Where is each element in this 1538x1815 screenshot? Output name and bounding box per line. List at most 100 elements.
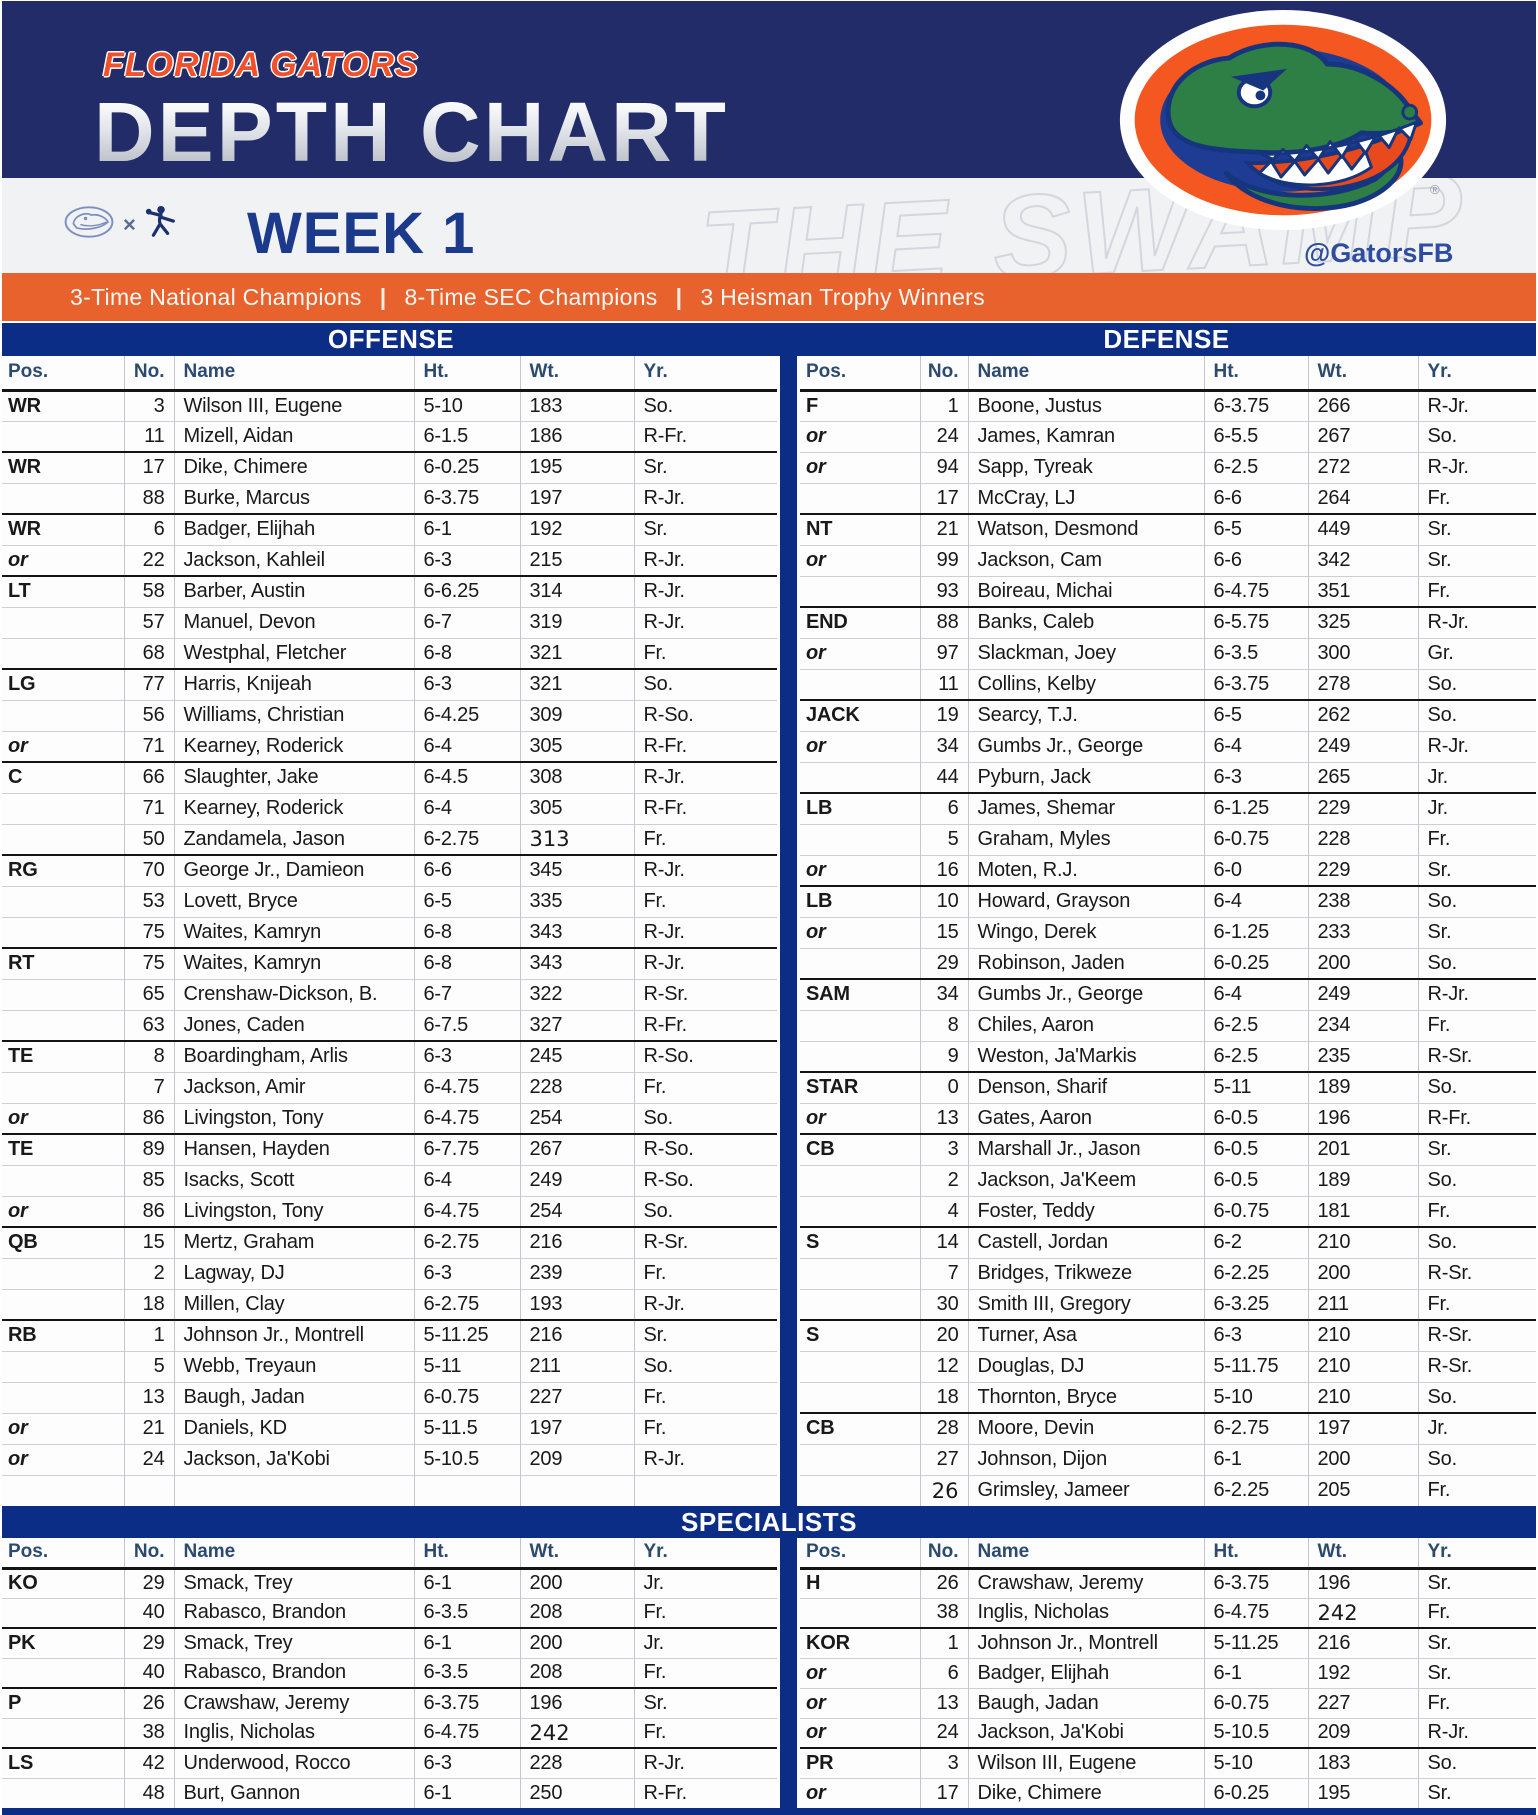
- wt-cell: 254: [519, 1195, 634, 1227]
- pos-cell: CB: [800, 1133, 920, 1165]
- wt-cell: 309: [519, 699, 634, 731]
- name-cell: Foster, Teddy: [967, 1195, 1204, 1227]
- no-cell: 58: [123, 575, 174, 607]
- name-cell: Kearney, Roderick: [173, 730, 414, 762]
- yr-cell: R-Jr.: [633, 1443, 777, 1475]
- yr-cell: R-Jr.: [633, 761, 777, 793]
- yr-cell: R-Fr.: [633, 792, 777, 824]
- player-row: KOR 1 Johnson Jr., Montrell 5-11.25 216 Sr.: [800, 1627, 1536, 1658]
- no-cell: 3: [919, 1133, 968, 1165]
- no-cell: 53: [123, 885, 174, 917]
- wt-cell: 321: [519, 668, 634, 700]
- accolade-2: 8-Time SEC Champions: [404, 283, 658, 310]
- social-handle: @GatorsFB: [1304, 238, 1454, 268]
- pos-cell: [2, 420, 124, 452]
- name-cell: Harris, Knijeah: [173, 668, 414, 700]
- pos-cell: [2, 1009, 124, 1041]
- yr-cell: Fr.: [633, 1071, 777, 1103]
- yr-cell: So.: [1417, 1071, 1536, 1103]
- yr-cell: R-Fr.: [633, 1777, 777, 1808]
- yr-cell: Fr.: [633, 1717, 777, 1748]
- wt-cell: 308: [519, 761, 634, 793]
- name-cell: Badger, Elijhah: [173, 513, 414, 545]
- no-cell: 17: [123, 451, 174, 483]
- no-cell: 38: [919, 1597, 968, 1628]
- player-row: 11 Mizell, Aidan 6-1.5 186 R-Fr.: [2, 420, 777, 452]
- ht-cell: 6-3.75: [413, 1687, 520, 1718]
- ht-cell: 6-3: [1203, 1319, 1308, 1351]
- pos-cell: [2, 885, 124, 917]
- wt-cell: 264: [1307, 482, 1418, 514]
- ht-cell: 6-4: [1203, 885, 1308, 917]
- player-row: or 15 Wingo, Derek 6-1.25 233 Sr.: [800, 916, 1536, 948]
- no-cell: 28: [919, 1412, 968, 1444]
- name-cell: Thornton, Bryce: [967, 1381, 1204, 1413]
- player-row: PR 3 Wilson III, Eugene 5-10 183 So.: [800, 1747, 1536, 1778]
- player-row: JACK 19 Searcy, T.J. 6-5 262 So.: [800, 699, 1536, 731]
- ht-cell: 6-0.75: [1203, 823, 1308, 855]
- wt-cell: 210: [1307, 1226, 1418, 1258]
- pos-cell: WR: [2, 389, 124, 421]
- wt-cell: 215: [519, 544, 634, 576]
- yr-cell: R-Jr.: [1417, 978, 1536, 1010]
- ht-cell: 6-4: [1203, 730, 1308, 762]
- player-row: 71 Kearney, Roderick 6-4 305 R-Fr.: [2, 792, 777, 824]
- no-cell: 5: [123, 1350, 174, 1382]
- player-row: or 22 Jackson, Kahleil 6-3 215 R-Jr.: [2, 544, 777, 576]
- player-row: 9 Weston, Ja'Markis 6-2.5 235 R-Sr.: [800, 1040, 1536, 1072]
- wt-cell: 208: [519, 1597, 634, 1628]
- pos-cell: [2, 1350, 124, 1382]
- pos-cell: or: [800, 1102, 920, 1134]
- wt-cell: 245: [519, 1040, 634, 1072]
- wt-cell: 200: [1307, 1443, 1418, 1475]
- no-cell: 8: [919, 1009, 968, 1041]
- yr-cell: Fr.: [1417, 1195, 1536, 1227]
- player-row: 8 Chiles, Aaron 6-2.5 234 Fr.: [800, 1009, 1536, 1041]
- no-cell: 13: [919, 1687, 968, 1718]
- no-cell: 6: [919, 1657, 968, 1688]
- collab-x-icon: ×: [123, 211, 136, 237]
- wt-cell: 208: [519, 1657, 634, 1688]
- player-row: or 17 Dike, Chimere 6-0.25 195 Sr.: [800, 1777, 1536, 1808]
- col-header-ht: Ht.: [1203, 1538, 1308, 1570]
- name-cell: Daniels, KD: [173, 1412, 414, 1444]
- offense-defense-bar: OFFENSE DEFENSE: [0, 321, 1538, 356]
- wt-cell: 200: [519, 1567, 634, 1598]
- yr-cell: R-Jr.: [1417, 451, 1536, 483]
- name-cell: Webb, Treyaun: [173, 1350, 414, 1382]
- wt-cell: 193: [519, 1288, 634, 1320]
- pos-cell: [2, 1777, 124, 1808]
- name-cell: James, Kamran: [967, 420, 1204, 452]
- player-row: 40 Rabasco, Brandon 6-3.5 208 Fr.: [2, 1657, 777, 1688]
- no-cell: 15: [123, 1226, 174, 1258]
- yr-cell: R-Fr.: [1417, 1102, 1536, 1134]
- wt-cell: 325: [1307, 606, 1418, 638]
- wt-cell: 351: [1307, 575, 1418, 607]
- wt-cell: 211: [519, 1350, 634, 1382]
- player-row: STAR 0 Denson, Sharif 5-11 189 So.: [800, 1071, 1536, 1103]
- no-cell: 9: [919, 1040, 968, 1072]
- name-cell: Waites, Kamryn: [173, 947, 414, 979]
- week-title: WEEK 1: [247, 201, 476, 266]
- no-cell: 19: [919, 699, 968, 731]
- name-cell: Collins, Kelby: [967, 668, 1204, 700]
- pos-cell: [800, 482, 920, 514]
- yr-cell: R-Jr.: [633, 482, 777, 514]
- player-row: or 97 Slackman, Joey 6-3.5 300 Gr.: [800, 637, 1536, 669]
- name-cell: Burt, Gannon: [173, 1777, 414, 1808]
- name-cell: Inglis, Nicholas: [173, 1717, 414, 1748]
- no-cell: 86: [123, 1195, 174, 1227]
- pos-cell: [2, 916, 124, 948]
- ht-cell: [413, 1474, 520, 1506]
- ht-cell: 6-3: [413, 544, 520, 576]
- wt-cell: 314: [519, 575, 634, 607]
- ht-cell: 6-3.5: [1203, 637, 1308, 669]
- wt-cell: 229: [1307, 792, 1418, 824]
- name-cell: Rabasco, Brandon: [173, 1657, 414, 1688]
- wt-cell: 266: [1307, 389, 1418, 421]
- name-cell: Jackson, Amir: [173, 1071, 414, 1103]
- name-cell: Crawshaw, Jeremy: [967, 1567, 1204, 1598]
- yr-cell: Sr.: [1417, 1627, 1536, 1658]
- ht-cell: 6-4: [413, 730, 520, 762]
- wt-cell: 319: [519, 606, 634, 638]
